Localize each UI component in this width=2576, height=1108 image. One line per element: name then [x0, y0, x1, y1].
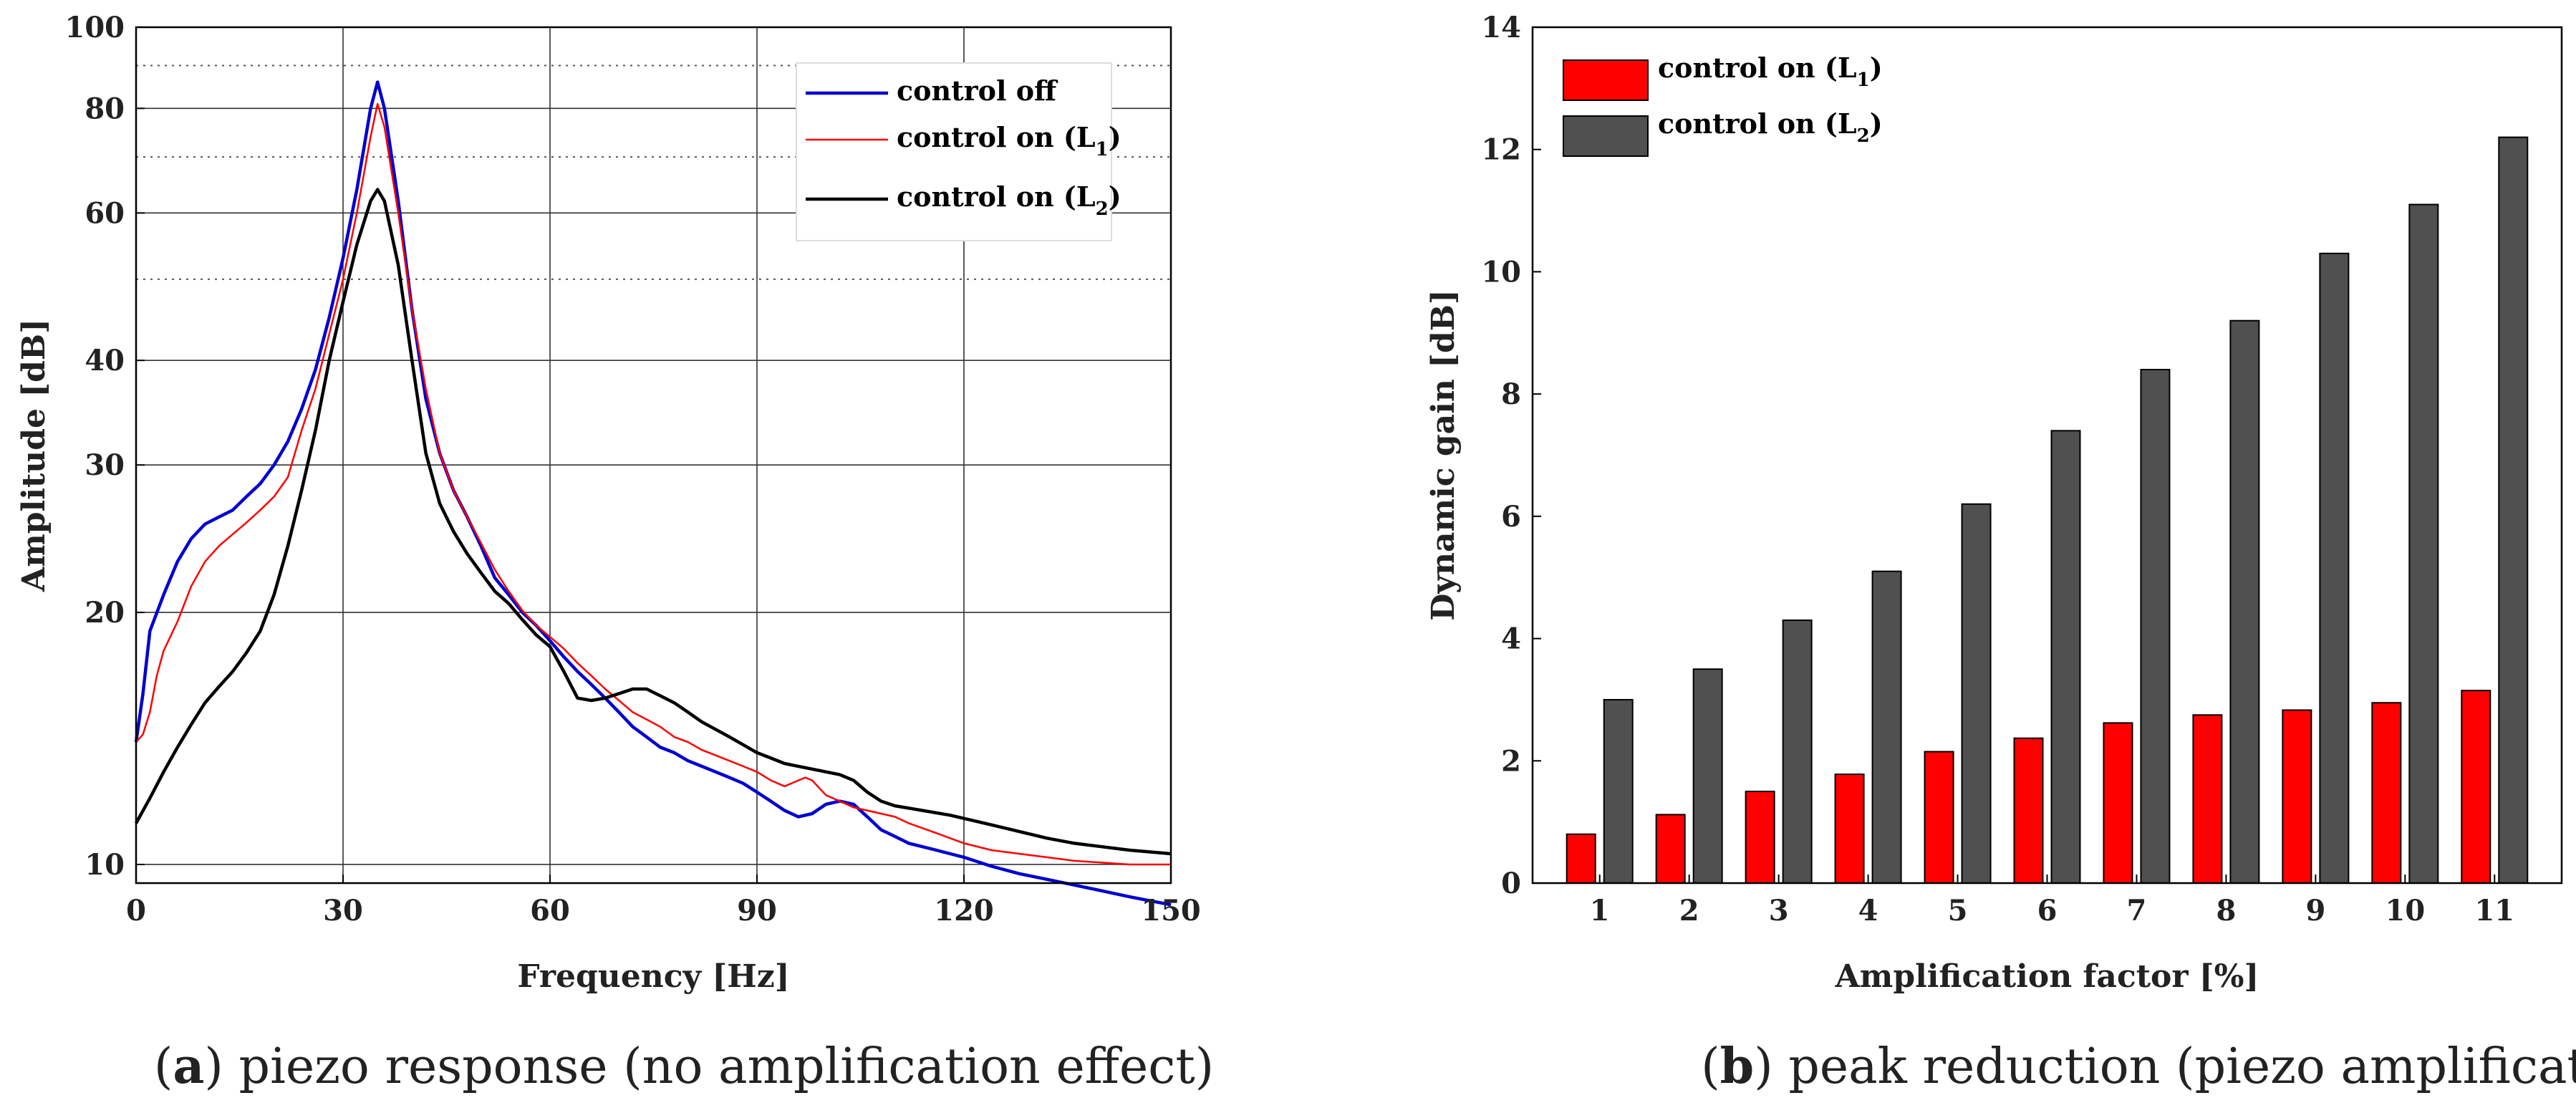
x-tick-label-b: 4 — [1858, 894, 1878, 928]
x-tick-label-a: 60 — [530, 894, 570, 928]
legend-label-b-1-tail: ) — [1870, 52, 1883, 84]
bar-b-s1-4 — [1834, 774, 1865, 885]
y-tick-label-b: 10 — [1481, 255, 1521, 289]
y-tick-label-b: 2 — [1501, 744, 1521, 778]
caption-b-text: ) peak reduction (piezo amplification) — [1754, 1039, 2576, 1095]
bar-b-s2-11 — [2498, 136, 2529, 885]
bar-b-s1-3 — [1745, 790, 1775, 884]
x-tick-label-b: 3 — [1769, 894, 1789, 928]
legend-label-a-3-tail: ) — [1109, 180, 1121, 213]
legend-label-a-3-sub: 2 — [1096, 198, 1109, 220]
x-tick-label-b: 11 — [2474, 894, 2514, 928]
x-tick-label-b: 9 — [2305, 894, 2325, 928]
bar-b-s1-9 — [2282, 709, 2312, 884]
legend-label-b-2-main: control on (L — [1658, 107, 1857, 140]
caption-b-letter: b — [1720, 1038, 1755, 1095]
y-tick-label-a: 10 — [85, 848, 125, 882]
y-tick-label-b: 12 — [1481, 133, 1521, 167]
bar-b-s1-1 — [1566, 833, 1596, 884]
y-tick-label-a: 30 — [85, 448, 125, 482]
x-tick-label-b: 8 — [2216, 894, 2236, 928]
legend-label-a-2-main: control on (L — [897, 121, 1096, 153]
x-tick-label-a: 150 — [1141, 894, 1201, 928]
bar-b-s2-10 — [2408, 203, 2439, 884]
y-tick-label-b: 14 — [1481, 11, 1521, 44]
legend-label-b-1-main: control on (L — [1658, 52, 1857, 84]
legend-label-b-1-sub: 1 — [1857, 69, 1870, 91]
y-tick-label-a: 20 — [85, 596, 125, 630]
x-tick-label-b: 10 — [2385, 894, 2425, 928]
series-line-a-2 — [135, 102, 1171, 866]
y-tick-label-b: 8 — [1501, 377, 1521, 411]
legend-label-b-2-sub: 2 — [1857, 125, 1870, 147]
legend-swatch-b-2 — [1563, 115, 1649, 157]
y-axis-label-a: Amplitude [dB] — [16, 319, 52, 592]
legend-label-a-3-main: control on (L — [897, 180, 1096, 213]
bar-b-s2-2 — [1692, 668, 1723, 884]
legend-label-a-3: control on (L2) — [897, 180, 1121, 220]
legend-label-a-1: control off — [897, 74, 1058, 107]
x-tick-label-b: 5 — [1948, 894, 1968, 928]
legend-label-a-2: control on (L1) — [897, 121, 1121, 160]
bar-b-s1-8 — [2192, 714, 2223, 885]
plot-frame-a — [135, 26, 1172, 885]
x-axis-label-b: Amplification factor [%] — [1835, 958, 2259, 995]
bar-b-s1-5 — [1924, 751, 1954, 885]
legend-swatch-b-1 — [1563, 59, 1649, 101]
x-tick-label-a: 0 — [126, 894, 146, 928]
x-tick-label-b: 2 — [1679, 894, 1699, 928]
bar-b-s2-5 — [1961, 503, 1992, 884]
legend-label-b-2-tail: ) — [1870, 107, 1883, 140]
caption-b: (b) peak reduction (piezo amplification) — [1701, 1038, 2576, 1095]
panel-a-line-chart: 0 30 60 90 120 150 10 20 30 40 60 80 100 Frequency [H… — [16, 11, 1214, 1095]
legend-b: control on (L1)control on (L2) — [1563, 52, 1883, 157]
bar-b-s1-11 — [2461, 690, 2491, 884]
caption-b-open: ( — [1701, 1039, 1720, 1095]
bar-b-s1-10 — [2371, 702, 2402, 884]
caption-a-text: ) piezo response (no amplification effec… — [204, 1039, 1214, 1095]
x-tick-label-b: 1 — [1590, 894, 1610, 928]
legend-label-b-2: control on (L2) — [1658, 107, 1883, 147]
bar-b-s2-6 — [2050, 430, 2081, 884]
bar-b-s2-8 — [2229, 319, 2260, 884]
y-tick-label-b: 0 — [1501, 867, 1521, 900]
bar-b-s1-2 — [1655, 814, 1686, 885]
x-tick-label-b: 7 — [2127, 894, 2147, 928]
y-tick-label-b: 4 — [1501, 622, 1521, 656]
y-tick-label-a: 100 — [65, 11, 125, 44]
bar-b-s2-9 — [2319, 252, 2350, 885]
x-tick-label-a: 90 — [737, 894, 777, 928]
y-tick-label-a: 40 — [85, 344, 125, 377]
bar-b-s2-1 — [1603, 698, 1634, 885]
y-axis-label-b: Dynamic gain [dB] — [1425, 289, 1462, 621]
bar-b-s1-6 — [2013, 737, 2044, 885]
legend-label-b-1: control on (L1) — [1658, 52, 1883, 91]
caption-a: (a) piezo response (no amplification eff… — [154, 1038, 1214, 1095]
bar-b-s2-4 — [1871, 570, 1902, 885]
x-tick-label-b: 6 — [2037, 894, 2058, 928]
bar-b-s2-3 — [1782, 619, 1813, 884]
x-axis-label-a: Frequency [Hz] — [517, 958, 789, 995]
series-line-a-3 — [135, 188, 1172, 856]
bar-b-s1-7 — [2103, 722, 2133, 884]
caption-a-letter: a — [173, 1038, 204, 1095]
legend-label-a-2-tail: ) — [1109, 121, 1121, 153]
y-tick-label-a: 80 — [85, 92, 125, 125]
plot-area-b — [1533, 27, 2562, 883]
y-tick-label-a: 60 — [85, 196, 125, 230]
x-tick-label-a: 120 — [934, 894, 994, 928]
x-tick-label-a: 30 — [323, 894, 363, 928]
bar-b-s2-7 — [2140, 369, 2171, 884]
caption-a-open: ( — [154, 1039, 173, 1095]
legend-label-a-1-main: control off — [897, 74, 1058, 107]
series-line-a-1 — [134, 80, 1172, 907]
legend-label-a-2-sub: 1 — [1096, 139, 1109, 160]
y-tick-label-b: 6 — [1501, 500, 1521, 534]
